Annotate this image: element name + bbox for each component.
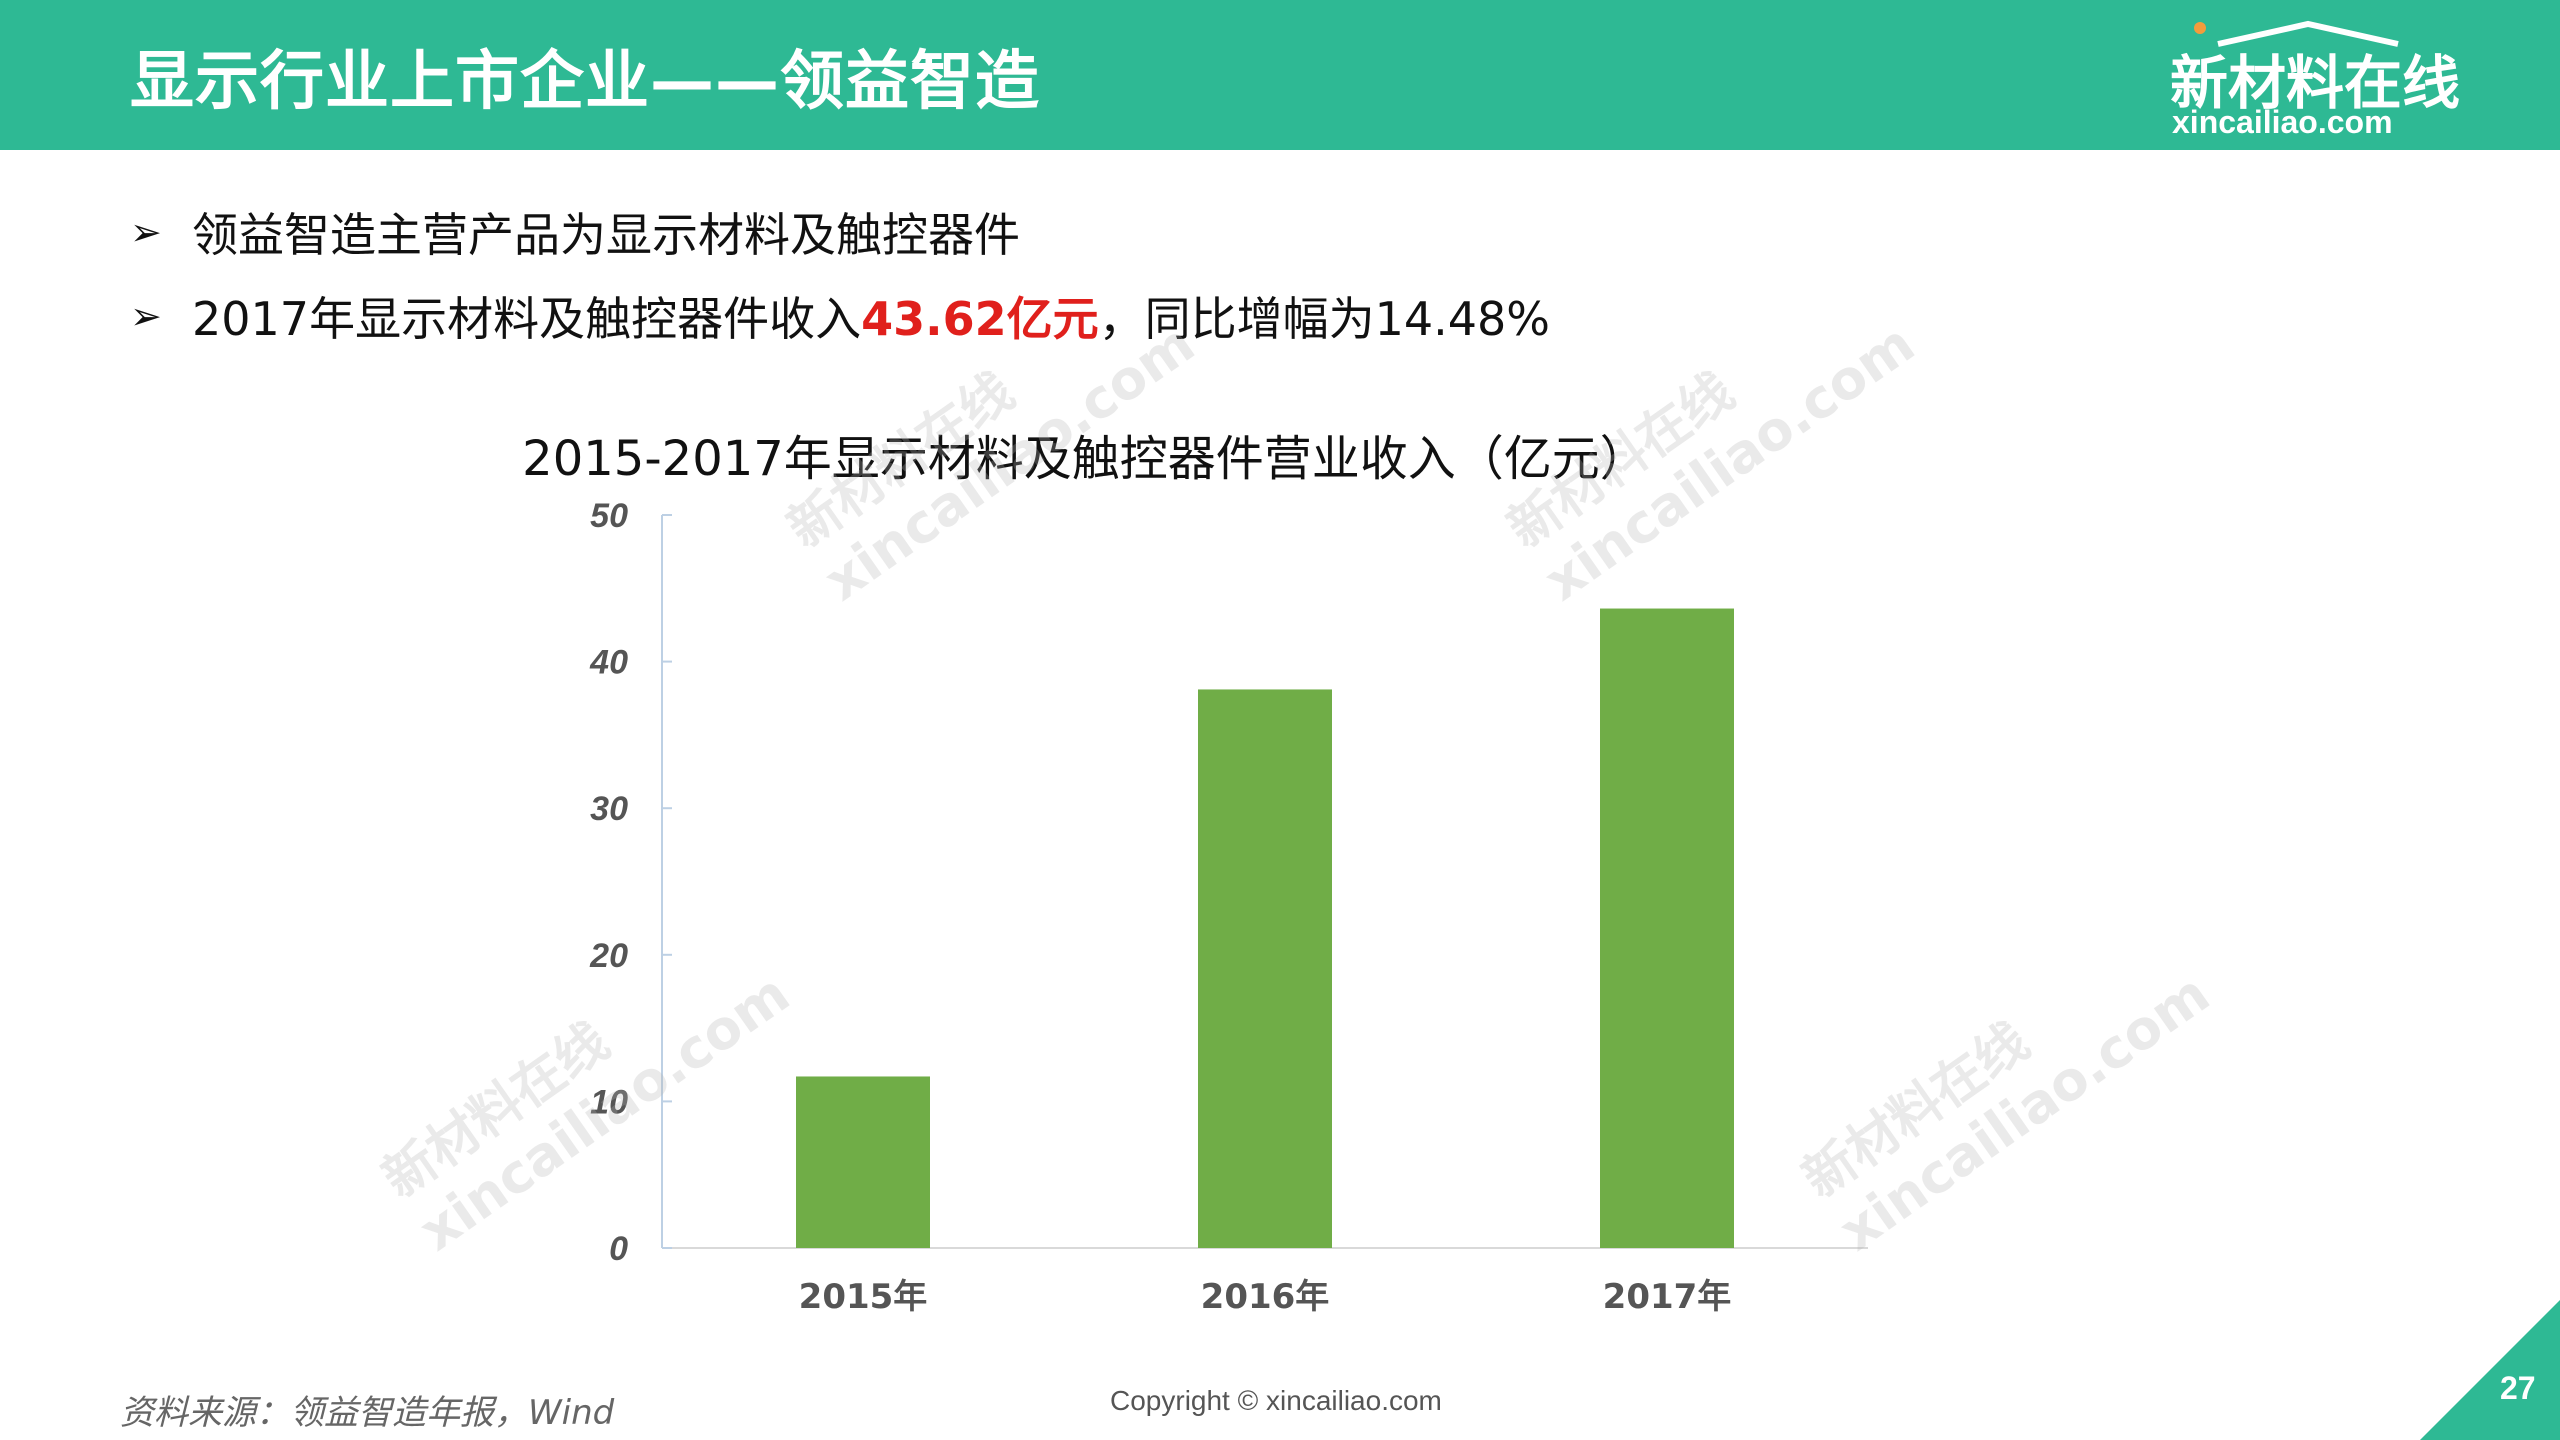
chart-title: 2015-2017年显示材料及触控器件营业收入（亿元） [522, 431, 1648, 487]
bullet-text: 领益智造主营产品为显示材料及触控器件 [192, 208, 1020, 262]
y-tick-label: 40 [589, 644, 628, 682]
bullet-item: ➢ 领益智造主营产品为显示材料及触控器件 [130, 190, 1550, 274]
x-category-label: 2017年 [1603, 1277, 1732, 1317]
logo-roof-icon [2194, 20, 2399, 47]
data-source-note: 资料来源：领益智造年报，Wind [120, 1393, 615, 1433]
bullet-text: 2017年显示材料及触控器件收入 [192, 292, 862, 346]
header-bar: 显示行业上市企业——领益智造 新材料在线 xincailiao.com [0, 0, 2560, 150]
bullet-item: ➢ 2017年显示材料及触控器件收入 43.62亿元 ，同比增幅为14.48% [130, 274, 1550, 358]
page-number: 27 [2500, 1370, 2536, 1406]
y-tick-label: 50 [590, 497, 628, 535]
x-category-label: 2016年 [1201, 1277, 1330, 1317]
bar [1198, 689, 1332, 1248]
x-category-label: 2015年 [799, 1277, 928, 1317]
brand-logo: 新材料在线 xincailiao.com [2170, 18, 2470, 140]
y-tick-label: 10 [590, 1083, 628, 1121]
bullet-text-suffix: ，同比增幅为14.48% [1098, 292, 1550, 346]
corner-triangle [2420, 1300, 2560, 1440]
copyright-notice: Copyright © xincailiao.com [1110, 1385, 1442, 1416]
y-tick-label: 0 [609, 1230, 628, 1268]
bar [796, 1076, 930, 1248]
y-tick-label: 30 [590, 790, 628, 828]
bar [1600, 608, 1734, 1248]
logo-text-en: xincailiao.com [2172, 104, 2393, 140]
arrow-bullet-icon: ➢ [130, 210, 162, 254]
bullet-list: ➢ 领益智造主营产品为显示材料及触控器件 ➢ 2017年显示材料及触控器件收入 4… [130, 190, 1550, 358]
y-tick-label: 20 [589, 937, 628, 975]
arrow-bullet-icon: ➢ [130, 294, 162, 338]
page-title: 显示行业上市企业——领益智造 [130, 45, 1040, 119]
revenue-highlight: 43.62亿元 [861, 292, 1099, 346]
logo-text-cn: 新材料在线 [2170, 49, 2461, 117]
